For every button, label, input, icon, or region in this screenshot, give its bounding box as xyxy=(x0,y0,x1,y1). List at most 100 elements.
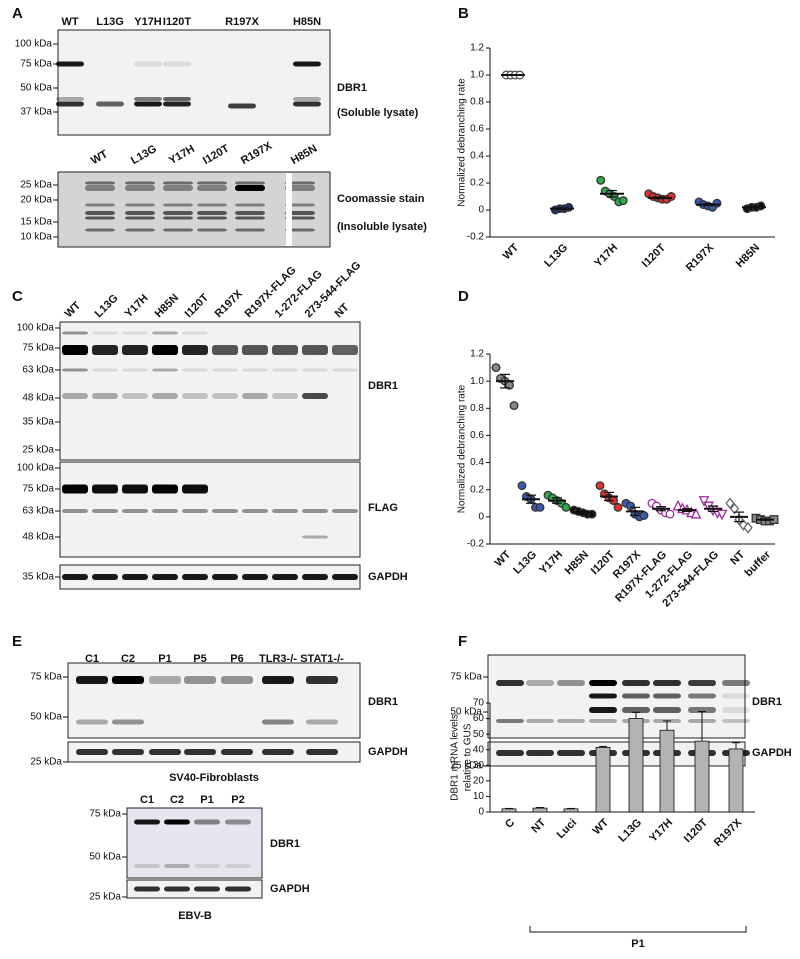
band xyxy=(272,509,298,513)
band xyxy=(235,203,265,207)
band xyxy=(122,574,148,580)
band xyxy=(272,368,298,372)
band xyxy=(496,719,524,723)
lane-label: WT xyxy=(61,16,78,28)
band xyxy=(302,345,328,355)
lane-label: L13G xyxy=(93,292,121,320)
band xyxy=(496,750,524,756)
x-tick-label: I120T xyxy=(640,242,669,271)
point xyxy=(666,192,676,201)
band xyxy=(197,181,227,185)
band xyxy=(722,693,750,699)
band xyxy=(235,211,265,215)
band xyxy=(182,484,208,494)
y-tick-label: 0.4 xyxy=(470,457,484,468)
band xyxy=(293,61,321,67)
band xyxy=(184,676,216,684)
size-marker: 50 kDa xyxy=(89,852,121,863)
point xyxy=(690,507,702,519)
band xyxy=(194,886,220,892)
blot-label: DBR1 xyxy=(270,838,300,850)
band xyxy=(622,693,650,699)
point xyxy=(738,519,749,531)
bracket-label: P1 xyxy=(631,938,644,950)
band xyxy=(96,101,124,107)
band xyxy=(688,680,716,686)
band xyxy=(212,393,238,399)
size-marker: 50 kDa xyxy=(20,83,52,94)
blot-label: DBR1 xyxy=(368,380,398,392)
x-tick-label: H85N xyxy=(734,242,762,270)
size-marker: 25 kDa xyxy=(20,180,52,191)
band xyxy=(122,331,148,335)
band xyxy=(285,181,315,185)
x-tick-label: C xyxy=(503,817,517,831)
band xyxy=(306,676,338,684)
y-tick-label: 10 xyxy=(473,791,485,802)
band xyxy=(122,368,148,372)
band xyxy=(163,211,193,215)
blot xyxy=(59,461,361,558)
x-tick-label: Y17H xyxy=(647,817,675,845)
band xyxy=(194,864,220,868)
band xyxy=(197,185,227,191)
point xyxy=(613,502,623,512)
band xyxy=(221,749,253,755)
y-tick-label: 1.2 xyxy=(470,43,484,54)
blot xyxy=(59,321,361,461)
lane-label: STAT1-/- xyxy=(300,653,344,665)
x-tick-label: Y17H xyxy=(537,549,565,577)
y-tick-label: -0.2 xyxy=(467,232,485,243)
band xyxy=(212,345,238,355)
point xyxy=(712,198,722,208)
blot-label: GAPDH xyxy=(368,571,408,583)
band xyxy=(302,368,328,372)
band xyxy=(92,368,118,372)
band xyxy=(182,368,208,372)
x-tick-label: Y17H xyxy=(592,242,620,270)
band xyxy=(221,676,253,684)
lane-label: C2 xyxy=(121,653,135,665)
size-marker: 75 kDa xyxy=(22,343,54,354)
band xyxy=(134,886,160,892)
band xyxy=(242,345,268,355)
panel-letter: E xyxy=(12,633,22,650)
y-tick-label: -0.2 xyxy=(467,539,485,550)
point xyxy=(587,509,597,519)
blot-label: (Soluble lysate) xyxy=(337,107,419,119)
x-tick-label: NT xyxy=(728,548,747,567)
size-marker: 48 kDa xyxy=(22,393,54,404)
lane-label: I120T xyxy=(163,16,191,28)
band xyxy=(85,203,115,207)
panel-letter: A xyxy=(12,5,23,22)
band xyxy=(134,97,162,101)
panel-letter: D xyxy=(458,288,469,305)
band xyxy=(152,484,178,494)
size-marker: 35 kDa xyxy=(22,572,54,583)
bar xyxy=(628,718,644,813)
band xyxy=(235,216,265,220)
y-tick-label: 1.0 xyxy=(470,376,484,387)
band xyxy=(92,345,118,355)
lane-label: L13G xyxy=(129,143,159,167)
size-marker: 10 kDa xyxy=(20,232,52,243)
band xyxy=(76,719,108,725)
band xyxy=(122,393,148,399)
band xyxy=(134,101,162,107)
y-axis-label: DBR1 mRNA levels xyxy=(450,714,461,801)
band xyxy=(262,676,294,684)
size-marker: 100 kDa xyxy=(17,323,55,334)
band xyxy=(163,216,193,220)
point xyxy=(517,481,527,491)
y-tick-label: 60 xyxy=(473,713,485,724)
lane-label: I120T xyxy=(201,143,232,168)
size-marker: 100 kDa xyxy=(17,463,55,474)
y-axis-label: relative to GUS xyxy=(463,723,474,791)
band xyxy=(92,509,118,513)
band xyxy=(228,103,256,109)
band xyxy=(235,228,265,232)
band xyxy=(293,101,321,107)
band xyxy=(92,393,118,399)
x-tick-label: Luci xyxy=(555,817,579,841)
band xyxy=(182,331,208,335)
